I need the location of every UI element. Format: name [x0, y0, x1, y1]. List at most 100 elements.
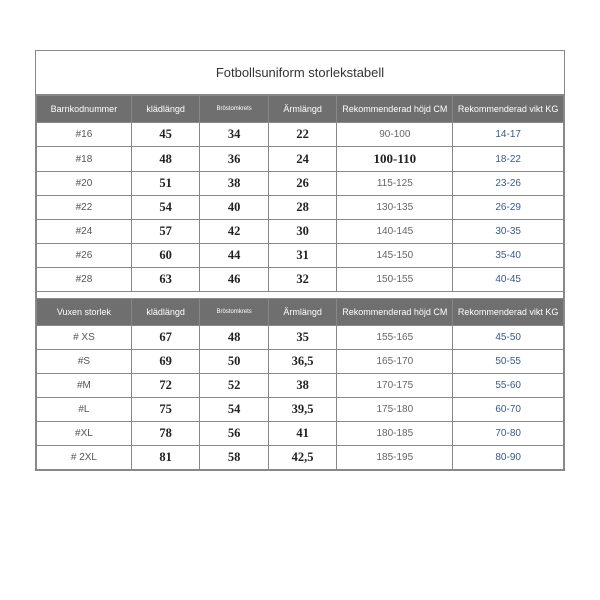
cell-length: 57 [131, 220, 200, 244]
col-chest: Bröstomkrets [200, 96, 269, 123]
kids-header-row: Barnkodnummer klädlängd Bröstomkrets Ärm… [37, 96, 564, 123]
cell-chest: 40 [200, 196, 269, 220]
table-row: #L755439,5175-18060-70 [37, 398, 564, 422]
cell-code: #M [37, 374, 132, 398]
cell-weight: 18-22 [453, 147, 564, 172]
cell-arm: 32 [268, 268, 337, 292]
cell-height: 100-110 [337, 147, 453, 172]
cell-code: #20 [37, 172, 132, 196]
cell-arm: 38 [268, 374, 337, 398]
cell-height: 150-155 [337, 268, 453, 292]
cell-height: 180-185 [337, 422, 453, 446]
cell-length: 78 [131, 422, 200, 446]
cell-code: #26 [37, 244, 132, 268]
cell-code: #28 [37, 268, 132, 292]
cell-weight: 55-60 [453, 374, 564, 398]
cell-length: 48 [131, 147, 200, 172]
cell-weight: 35-40 [453, 244, 564, 268]
cell-length: 67 [131, 326, 200, 350]
col-height: Rekommenderad höjd CM [337, 96, 453, 123]
cell-height: 165-170 [337, 350, 453, 374]
cell-code: #24 [37, 220, 132, 244]
cell-length: 54 [131, 196, 200, 220]
cell-height: 175-180 [337, 398, 453, 422]
cell-weight: 70-80 [453, 422, 564, 446]
chart-title: Fotbollsuniform storlekstabell [36, 51, 564, 95]
cell-code: #XL [37, 422, 132, 446]
cell-chest: 54 [200, 398, 269, 422]
cell-weight: 45-50 [453, 326, 564, 350]
cell-arm: 39,5 [268, 398, 337, 422]
cell-height: 90-100 [337, 123, 453, 147]
cell-code: #16 [37, 123, 132, 147]
col-length: klädlängd [131, 299, 200, 326]
cell-chest: 50 [200, 350, 269, 374]
table-row: #26604431145-15035-40 [37, 244, 564, 268]
cell-weight: 40-45 [453, 268, 564, 292]
cell-arm: 36,5 [268, 350, 337, 374]
cell-height: 130-135 [337, 196, 453, 220]
adult-table: Vuxen storlek klädlängd Bröstomkrets Ärm… [36, 298, 564, 470]
cell-code: # XS [37, 326, 132, 350]
cell-chest: 42 [200, 220, 269, 244]
adult-header-row: Vuxen storlek klädlängd Bröstomkrets Ärm… [37, 299, 564, 326]
cell-chest: 48 [200, 326, 269, 350]
cell-chest: 44 [200, 244, 269, 268]
cell-code: #L [37, 398, 132, 422]
table-row: #1645342290-10014-17 [37, 123, 564, 147]
cell-arm: 41 [268, 422, 337, 446]
cell-height: 145-150 [337, 244, 453, 268]
col-weight: Rekommenderad vikt KG [453, 96, 564, 123]
cell-weight: 30-35 [453, 220, 564, 244]
cell-length: 63 [131, 268, 200, 292]
cell-weight: 14-17 [453, 123, 564, 147]
cell-weight: 26-29 [453, 196, 564, 220]
cell-length: 72 [131, 374, 200, 398]
cell-length: 45 [131, 123, 200, 147]
cell-height: 140-145 [337, 220, 453, 244]
cell-weight: 80-90 [453, 446, 564, 470]
cell-length: 60 [131, 244, 200, 268]
cell-code: #18 [37, 147, 132, 172]
cell-code: # 2XL [37, 446, 132, 470]
cell-weight: 60-70 [453, 398, 564, 422]
table-row: #S695036,5165-17050-55 [37, 350, 564, 374]
col-code: Barnkodnummer [37, 96, 132, 123]
cell-length: 81 [131, 446, 200, 470]
cell-arm: 31 [268, 244, 337, 268]
cell-arm: 28 [268, 196, 337, 220]
cell-chest: 34 [200, 123, 269, 147]
table-row: #18483624100-11018-22 [37, 147, 564, 172]
col-height: Rekommenderad höjd CM [337, 299, 453, 326]
cell-height: 170-175 [337, 374, 453, 398]
table-row: # XS674835155-16545-50 [37, 326, 564, 350]
cell-arm: 42,5 [268, 446, 337, 470]
cell-chest: 46 [200, 268, 269, 292]
cell-length: 69 [131, 350, 200, 374]
cell-chest: 52 [200, 374, 269, 398]
cell-arm: 30 [268, 220, 337, 244]
col-chest: Bröstomkrets [200, 299, 269, 326]
cell-arm: 26 [268, 172, 337, 196]
kids-table: Barnkodnummer klädlängd Bröstomkrets Ärm… [36, 95, 564, 292]
cell-chest: 36 [200, 147, 269, 172]
cell-code: #S [37, 350, 132, 374]
table-row: #22544028130-13526-29 [37, 196, 564, 220]
cell-arm: 22 [268, 123, 337, 147]
table-row: # 2XL815842,5185-19580-90 [37, 446, 564, 470]
size-chart: Fotbollsuniform storlekstabell Barnkodnu… [35, 50, 565, 471]
cell-weight: 23-26 [453, 172, 564, 196]
cell-arm: 24 [268, 147, 337, 172]
col-arm: Ärmlängd [268, 299, 337, 326]
cell-chest: 56 [200, 422, 269, 446]
cell-code: #22 [37, 196, 132, 220]
col-arm: Ärmlängd [268, 96, 337, 123]
cell-arm: 35 [268, 326, 337, 350]
cell-chest: 58 [200, 446, 269, 470]
table-row: #XL785641180-18570-80 [37, 422, 564, 446]
cell-height: 115-125 [337, 172, 453, 196]
col-weight: Rekommenderad vikt KG [453, 299, 564, 326]
cell-height: 185-195 [337, 446, 453, 470]
col-length: klädlängd [131, 96, 200, 123]
table-row: #M725238170-17555-60 [37, 374, 564, 398]
